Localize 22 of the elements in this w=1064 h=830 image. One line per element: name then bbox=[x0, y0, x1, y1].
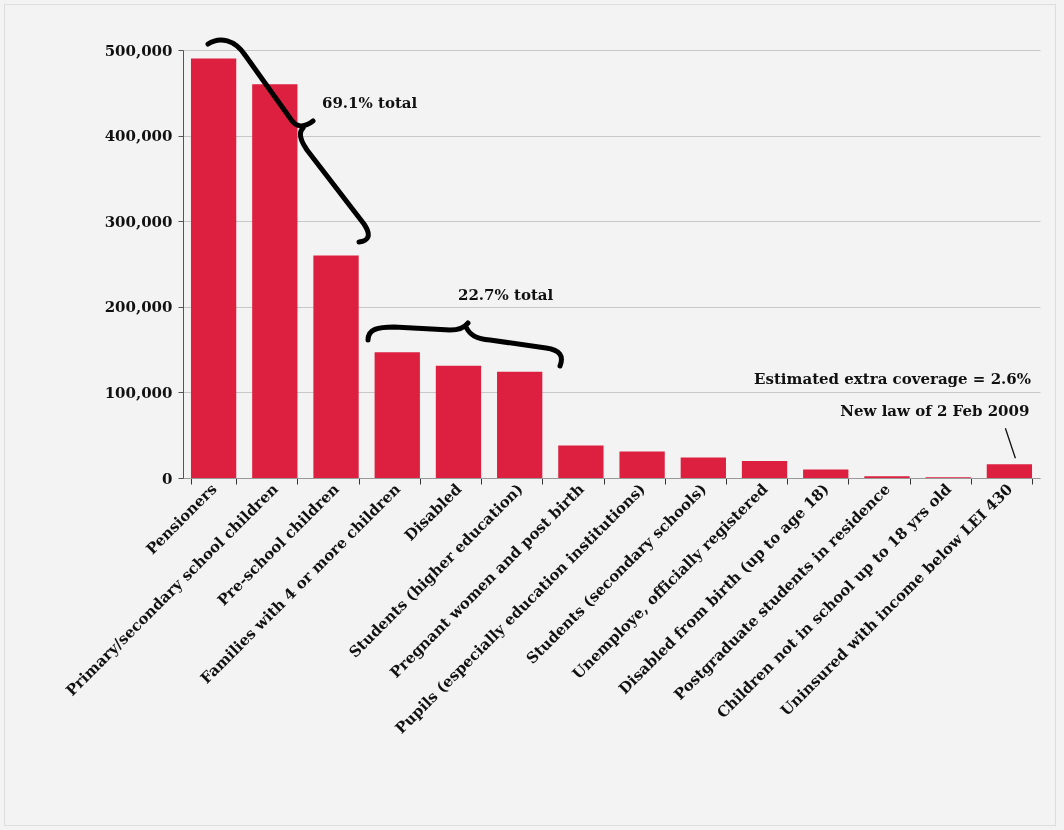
bar bbox=[497, 371, 543, 478]
bar bbox=[374, 352, 420, 478]
y-tick-label: 500,000 bbox=[104, 41, 173, 60]
bar bbox=[741, 460, 788, 478]
annotation: 69.1% total bbox=[322, 94, 418, 112]
y-tick-label: 100,000 bbox=[104, 383, 173, 402]
bar bbox=[313, 255, 359, 478]
bar bbox=[680, 457, 726, 478]
y-tick-label: 300,000 bbox=[104, 212, 173, 231]
annotation: 22.7% total bbox=[458, 286, 554, 304]
annotation: New law of 2 Feb 2009 bbox=[840, 402, 1030, 421]
bar bbox=[558, 445, 604, 478]
bar bbox=[252, 84, 298, 478]
bar bbox=[190, 58, 237, 478]
y-tick-label: 0 bbox=[162, 469, 173, 488]
y-tick-label: 200,000 bbox=[104, 298, 173, 317]
bar bbox=[619, 451, 665, 478]
annotation: Estimated extra coverage = 2.6% bbox=[754, 370, 1031, 388]
y-tick-label: 400,000 bbox=[104, 127, 173, 146]
bar bbox=[435, 365, 482, 478]
bar bbox=[986, 464, 1033, 478]
bar bbox=[803, 469, 849, 478]
